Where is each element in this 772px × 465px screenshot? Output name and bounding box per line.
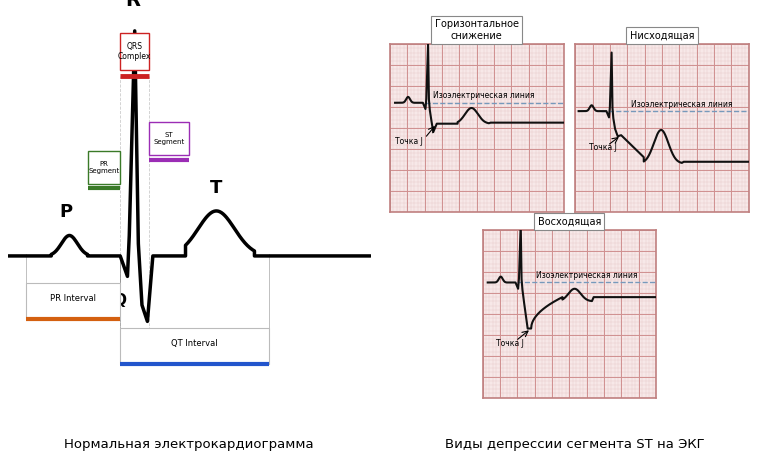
Text: P: P (59, 203, 73, 221)
Text: Точка J: Точка J (589, 143, 617, 152)
FancyBboxPatch shape (120, 33, 149, 70)
Text: T: T (210, 179, 222, 197)
Text: Виды депрессии сегмента ST на ЭКГ: Виды депрессии сегмента ST на ЭКГ (445, 438, 705, 451)
Text: Точка J: Точка J (496, 339, 524, 348)
Text: Точка J: Точка J (395, 137, 423, 146)
Text: ST
Segment: ST Segment (154, 132, 185, 145)
Title: Восходящая: Восходящая (537, 217, 601, 226)
FancyBboxPatch shape (120, 327, 269, 365)
Text: Изоэлектрическая линия: Изоэлектрическая линия (631, 100, 732, 108)
Text: Изоэлектрическая линия: Изоэлектрическая линия (537, 271, 638, 280)
FancyBboxPatch shape (87, 151, 120, 184)
Text: Нормальная электрокардиограмма: Нормальная электрокардиограмма (64, 438, 314, 451)
Text: PR
Segment: PR Segment (88, 160, 120, 173)
Text: PR Interval: PR Interval (50, 294, 96, 303)
Text: Изоэлектрическая линия: Изоэлектрическая линия (433, 91, 535, 100)
FancyBboxPatch shape (149, 122, 189, 155)
Text: QRS
Complex: QRS Complex (118, 42, 151, 61)
FancyBboxPatch shape (26, 283, 120, 319)
Text: S: S (141, 334, 152, 349)
Title: Нисходящая: Нисходящая (630, 31, 694, 40)
Text: Q: Q (113, 293, 127, 308)
Text: R: R (125, 0, 141, 10)
Title: Горизонтальное
снижение: Горизонтальное снижение (435, 19, 519, 40)
Text: QT Interval: QT Interval (171, 339, 218, 348)
